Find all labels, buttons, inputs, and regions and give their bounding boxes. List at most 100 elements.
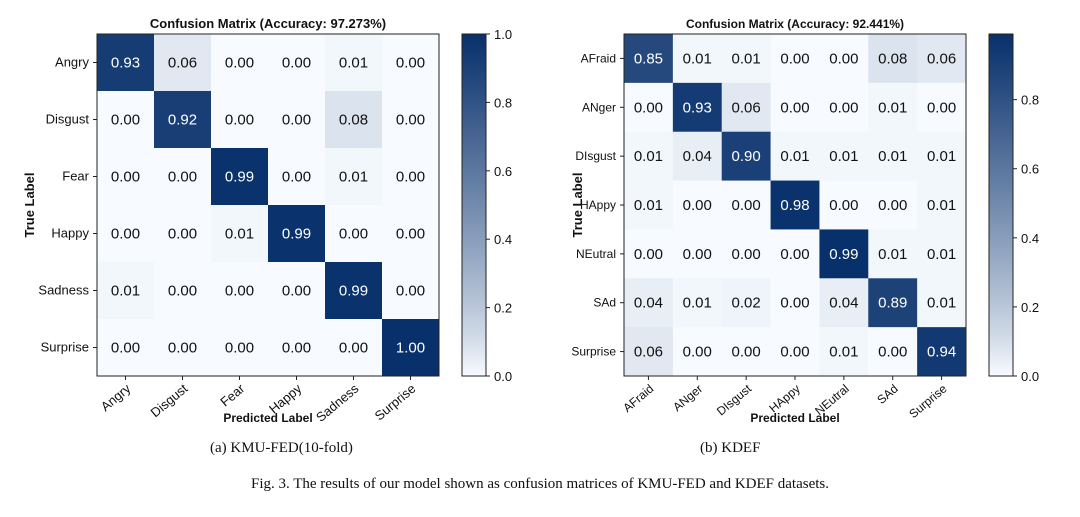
y-tick-label: Disgust [46,112,90,127]
cell-value-label: 0.00 [732,197,761,214]
y-tick-label: AFraid [581,51,616,65]
heatmap-cell [154,319,212,377]
cell-value-label: 0.01 [927,246,956,263]
heatmap-cell [97,148,155,206]
heatmap-cell [917,327,967,377]
heatmap-cell [624,229,674,279]
colorbar-tick-label: 0.0 [494,369,512,384]
cell-value-label: 0.00 [396,226,425,243]
colorbar-tick-label: 0.6 [1021,162,1039,177]
cell-value-label: 0.00 [282,283,311,300]
heatmap-panel-1: Confusion Matrix (Accuracy: 92.441%) 0.85… [570,17,1039,425]
cell-value-label: 0.01 [339,169,368,186]
cell-value-label: 0.00 [780,246,809,263]
colorbar-tick-label: 0.2 [494,301,512,316]
y-tick-label: Fear [62,169,89,184]
heatmap-cell [917,82,967,133]
heatmap-cell [154,148,212,206]
heatmap-cell [382,34,440,92]
cell-value-label: 0.00 [339,226,368,243]
heatmap-cell [721,229,772,279]
cell-value-label: 0.00 [282,340,311,357]
heatmap-cell [268,34,326,92]
heatmap-cell [672,34,723,84]
heatmap-cell [382,148,440,206]
cell-value-label: 0.00 [683,197,712,214]
heatmap-cell [868,327,918,377]
heatmap-cell [819,34,869,84]
colorbar-tick-label: 0.0 [1021,369,1039,384]
cell-value-label: 0.00 [282,55,311,72]
x-tick-label: Surprise [372,381,419,424]
cell-value-label: 0.93 [683,99,712,116]
heatmap-cell [819,327,869,377]
cell-value-label: 0.00 [111,112,140,129]
y-tick-label: SAd [593,296,616,310]
cell-value-label: 0.00 [780,295,809,312]
cell-value-label: 0.01 [634,148,663,165]
cell-value-label: 0.00 [780,344,809,361]
heatmap-cell [672,180,723,230]
heatmap-cell [211,34,269,92]
heatmap-cell [868,82,918,133]
y-tick-label: HAppy [580,198,616,212]
cell-value-label: 0.01 [927,295,956,312]
heatmap-cell [382,262,440,320]
heatmap-cell [672,131,723,182]
cell-value-label: 0.04 [829,295,858,312]
cell-value-label: 0.01 [829,344,858,361]
cell-value-label: 0.92 [168,112,197,129]
y-tick-label: NEutral [576,247,616,261]
cell-value-label: 1.00 [396,340,425,357]
cell-value-label: 0.01 [111,283,140,300]
heatmap-cell [770,278,820,328]
chart-title: Confusion Matrix (Accuracy: 92.441%) [686,17,904,31]
cell-value-label: 0.01 [927,148,956,165]
cell-value-label: 0.00 [732,344,761,361]
colorbar-tick-label: 1.0 [494,27,512,42]
cell-value-label: 0.01 [339,55,368,72]
heatmap-cell [325,262,383,320]
cell-value-label: 0.06 [927,50,956,67]
y-tick-label: Angry [55,55,89,70]
heatmap-cell [154,205,212,263]
heatmap-cell [97,262,155,320]
y-axis-label: True Label [570,172,585,237]
heatmap-cell [154,91,212,149]
heatmap-cell [624,278,674,328]
heatmap-cell [770,34,820,84]
heatmap-cell [819,131,869,182]
heatmap-cell [868,180,918,230]
heatmap-cell [325,34,383,92]
cell-value-label: 0.00 [225,55,254,72]
y-tick-label: Sadness [38,283,89,298]
heatmap-cell [211,205,269,263]
y-axis-label: True Label [22,172,37,237]
cell-value-label: 0.99 [225,169,254,186]
heatmap-cell [211,262,269,320]
cell-value-label: 0.00 [168,169,197,186]
heatmap-cell [672,82,723,133]
colorbar-tick-label: 0.4 [1021,231,1039,246]
x-axis-label: Predicted Label [750,411,839,425]
cell-value-label: 0.04 [634,295,663,312]
heatmap-cell [268,319,326,377]
cell-value-label: 0.00 [780,50,809,67]
x-tick-label: AFraid [620,382,656,415]
heatmap-cell [97,91,155,149]
cell-value-label: 0.00 [829,197,858,214]
y-tick-label: ANger [582,100,616,114]
cell-value-label: 0.00 [634,246,663,263]
colorbar-tick-label: 0.2 [1021,300,1039,315]
colorbar [461,33,487,377]
heatmap-cell [624,131,674,182]
heatmap-cell [624,34,674,84]
cell-value-label: 0.02 [732,295,761,312]
cell-value-label: 0.06 [732,99,761,116]
cell-value-label: 0.01 [634,197,663,214]
cell-value-label: 0.00 [878,197,907,214]
colorbar-tick-label: 0.4 [494,232,512,247]
cell-value-label: 0.00 [168,340,197,357]
cell-value-label: 0.98 [780,197,809,214]
